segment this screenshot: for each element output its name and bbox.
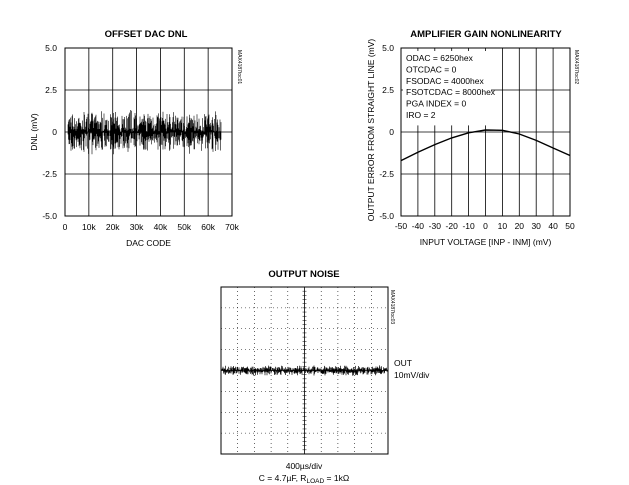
dnl-y-tick-label: 0 (52, 127, 57, 137)
gain-y-tick-labels: 5.0 2.5 0 -2.5 -5.0 (379, 43, 394, 221)
noise-trace (221, 365, 388, 376)
dnl-y-tick-label: -2.5 (42, 169, 57, 179)
gain-y-tick-label: -2.5 (379, 169, 394, 179)
dnl-x-tick-label: 10k (82, 222, 96, 232)
dnl-x-tick-label: 0 (63, 222, 68, 232)
dnl-x-tick-label: 70k (225, 222, 239, 232)
gain-condition: ODAC = 6250hex (406, 53, 474, 63)
gain-x-tick-label: 50 (565, 221, 575, 231)
dnl-x-axis-label: DAC CODE (126, 238, 171, 248)
gain-condition: OTCDAC = 0 (406, 64, 457, 74)
dnl-y-axis-label: DNL (mV) (29, 113, 39, 151)
gain-x-tick-label: 40 (548, 221, 558, 231)
gain-conditions-background (403, 51, 491, 126)
gain-watermark: MAX4187toc02 (573, 50, 579, 84)
gain-condition: FSOTCDAC = 8000hex (406, 87, 496, 97)
gain-y-tick-label: -5.0 (379, 211, 394, 221)
chart-output-noise: OUTPUT NOISE OUT 10mV/div 400µs/div C = … (220, 269, 430, 485)
noise-conditions: C = 4.7µF, RLOAD = 1kΩ (259, 473, 349, 485)
gain-y-tick-label: 2.5 (382, 85, 394, 95)
chart-offset-dac-dnl: OFFSET DAC DNL 5.0 2.5 0 -2.5 -5.0 0 10k 20k 30… (29, 29, 242, 248)
dnl-noise-trace (67, 110, 222, 155)
gain-curve (400, 129, 571, 162)
dnl-plot-frame (64, 47, 233, 217)
noise-time-scale: 400µs/div (286, 461, 323, 471)
dnl-x-tick-labels: 0 10k 20k 30k 40k 50k 60k 70k (63, 222, 240, 232)
dnl-y-tick-labels: 5.0 2.5 0 -2.5 -5.0 (42, 43, 57, 221)
noise-trace-label: OUT (394, 358, 412, 368)
gain-x-axis-label: INPUT VOLTAGE [INP - INM] (mV) (420, 237, 552, 247)
dnl-x-tick-label: 60k (201, 222, 215, 232)
dnl-x-tick-label: 20k (106, 222, 120, 232)
gain-x-tick-label: -30 (429, 221, 442, 231)
gain-x-tick-label: 30 (531, 221, 541, 231)
gain-x-tick-label: 10 (498, 221, 508, 231)
gain-condition: FSODAC = 4000hex (406, 76, 484, 86)
gain-x-tick-label: -50 (395, 221, 408, 231)
noise-trace-path (221, 365, 388, 376)
dnl-x-tick-label: 30k (130, 222, 144, 232)
gain-condition: PGA INDEX = 0 (406, 99, 467, 109)
gain-x-tick-label: 20 (515, 221, 525, 231)
gain-x-tick-label: -20 (446, 221, 459, 231)
gain-y-tick-label: 5.0 (382, 43, 394, 53)
dnl-watermark: MAX4187toc01 (236, 50, 242, 84)
dnl-y-tick-label: -5.0 (42, 211, 57, 221)
dnl-y-tick-label: 5.0 (45, 43, 57, 53)
noise-plot-frame (220, 286, 389, 455)
noise-trace-scale: 10mV/div (394, 370, 430, 380)
dnl-trace-path (67, 110, 222, 155)
noise-title: OUTPUT NOISE (268, 269, 339, 280)
dnl-title: OFFSET DAC DNL (105, 29, 188, 40)
gain-x-tick-labels: -50 -40 -30 -20 -10 0 10 20 30 40 50 (395, 221, 575, 231)
gain-x-tick-label: -40 (412, 221, 425, 231)
gain-condition: IRO = 2 (406, 110, 436, 120)
dnl-y-tick-label: 2.5 (45, 85, 57, 95)
noise-watermark: MAX4187toc03 (389, 290, 395, 324)
gain-plot-frame (400, 47, 571, 217)
gain-title: AMPLIFIER GAIN NONLINEARITY (410, 29, 562, 40)
chart-amplifier-gain-nonlinearity: AMPLIFIER GAIN NONLINEARITY ODAC = 6250h… (366, 29, 579, 247)
dnl-x-tick-label: 40k (154, 222, 168, 232)
gain-y-axis-label: OUTPUT ERROR FROM STRAIGHT LINE (mV) (366, 39, 376, 222)
gain-x-tick-label: 0 (483, 221, 488, 231)
dnl-x-tick-label: 50k (177, 222, 191, 232)
gain-y-tick-label: 0 (389, 127, 394, 137)
gain-x-tick-label: -10 (462, 221, 475, 231)
